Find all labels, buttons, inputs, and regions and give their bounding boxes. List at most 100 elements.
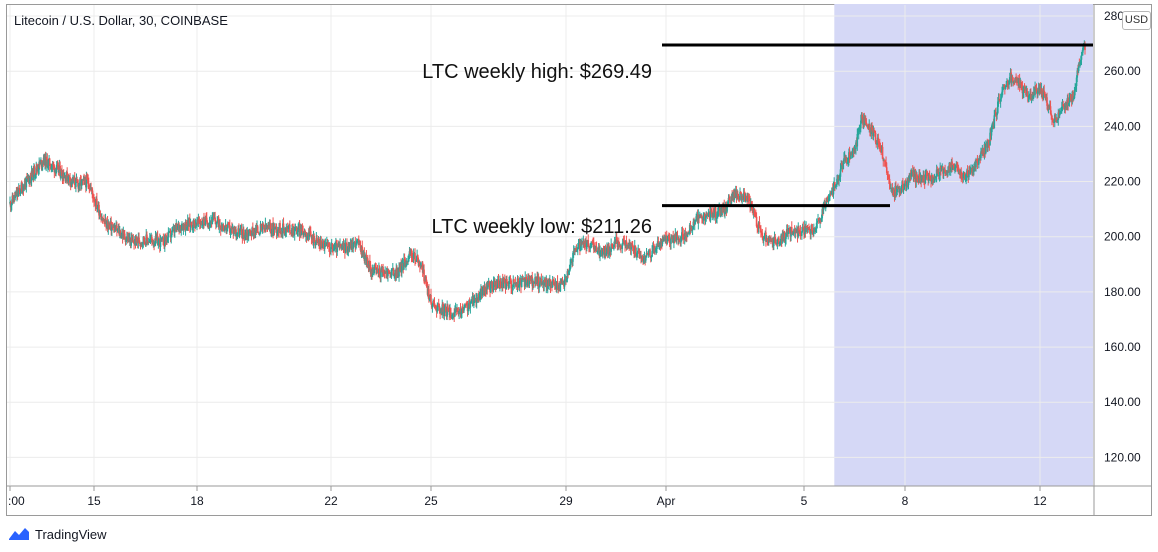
candle-body	[331, 243, 334, 248]
candle-body	[949, 162, 951, 171]
candle-body	[904, 180, 907, 186]
candle-body	[905, 183, 908, 186]
candle-body	[182, 223, 185, 231]
candle-body	[909, 173, 911, 181]
candle-body	[478, 296, 481, 299]
candle-body	[289, 232, 292, 234]
candle-body	[660, 241, 662, 248]
candle-body	[238, 231, 241, 237]
candle-body	[589, 245, 592, 249]
candle-body	[657, 241, 660, 247]
candle-body	[1035, 87, 1038, 92]
candle-body	[742, 192, 745, 199]
y-tick-label: 220.00	[1104, 175, 1141, 189]
candle-body	[532, 282, 534, 287]
candle-body	[1058, 113, 1061, 116]
candle-body	[798, 227, 800, 232]
candle-body	[286, 226, 288, 228]
candle-body	[963, 172, 966, 180]
candle-body	[229, 231, 232, 233]
candle-body	[522, 277, 524, 281]
candle-body	[53, 165, 56, 173]
weekly-high-label: LTC weekly high: $269.49	[422, 61, 652, 83]
tradingview-logo-text: TradingView	[35, 526, 107, 542]
candle-body	[923, 175, 925, 182]
candle-body	[267, 225, 269, 229]
candle-body	[226, 223, 229, 228]
candle-body	[506, 282, 509, 284]
y-tick-label: 160.00	[1104, 340, 1141, 354]
candle-body	[259, 224, 262, 234]
candle-body	[778, 237, 780, 244]
candle-body	[622, 238, 624, 244]
candle-body	[865, 122, 868, 126]
candle-body	[877, 137, 880, 143]
candle-body	[786, 229, 789, 234]
candle-body	[65, 177, 67, 181]
candle-body	[636, 252, 638, 256]
candle-body	[96, 198, 98, 209]
candle-body	[895, 186, 897, 194]
candle-body	[138, 237, 140, 243]
candle-body	[431, 304, 434, 308]
tradingview-brand[interactable]: TradingView	[8, 523, 107, 545]
tradingview-logo-icon	[9, 528, 29, 540]
candle-body	[460, 311, 463, 315]
candle-body	[857, 133, 859, 135]
x-tick-label: 12	[1033, 494, 1047, 508]
candle-body	[279, 232, 282, 234]
candle-body	[744, 196, 747, 202]
candle-body	[577, 248, 579, 250]
x-tick-label: 22	[324, 494, 338, 508]
candle-body	[76, 179, 78, 182]
candle-body	[747, 197, 750, 200]
candle-body	[615, 236, 617, 244]
candle-body	[835, 184, 838, 186]
candle-body	[1084, 45, 1086, 50]
candle-body	[701, 215, 703, 219]
candle-body	[729, 203, 732, 205]
candle-body	[369, 260, 371, 265]
candle-body	[438, 306, 441, 311]
candle-body	[1079, 59, 1082, 63]
candle-body	[714, 207, 717, 219]
candle-body	[1072, 98, 1075, 100]
currency-badge[interactable]: USD	[1122, 11, 1151, 30]
candle-body	[617, 242, 620, 244]
candle-body	[883, 159, 886, 162]
candle-body	[1034, 87, 1036, 95]
candle-body	[739, 191, 741, 200]
candle-body	[756, 226, 759, 228]
candle-body	[850, 152, 852, 159]
candle-body	[316, 237, 318, 240]
candle-body	[272, 226, 275, 234]
candle-body	[380, 270, 382, 277]
candle-body	[617, 242, 619, 248]
candle-body	[275, 226, 278, 234]
candle-body	[622, 238, 625, 241]
candle-body	[962, 174, 965, 179]
candle-body	[461, 308, 464, 310]
candle-body	[691, 228, 693, 231]
candle-body	[687, 233, 690, 235]
candle-body	[675, 235, 678, 241]
candle-body	[563, 279, 566, 287]
candle-body	[251, 227, 253, 236]
candle-body	[10, 203, 13, 206]
candle-body	[704, 214, 706, 220]
candle-body	[964, 179, 967, 181]
candle-body	[508, 281, 510, 288]
candle-body	[857, 130, 860, 134]
candle-body	[896, 188, 899, 193]
candle-body	[315, 237, 318, 242]
candle-body	[631, 244, 634, 248]
candle-body	[143, 236, 145, 242]
candle-body	[828, 197, 831, 199]
candle-body	[463, 307, 465, 311]
candle-body	[565, 279, 568, 281]
candle-body	[788, 229, 791, 233]
candle-body	[1023, 88, 1025, 93]
candle-body	[87, 183, 90, 188]
candle-body	[902, 189, 905, 191]
